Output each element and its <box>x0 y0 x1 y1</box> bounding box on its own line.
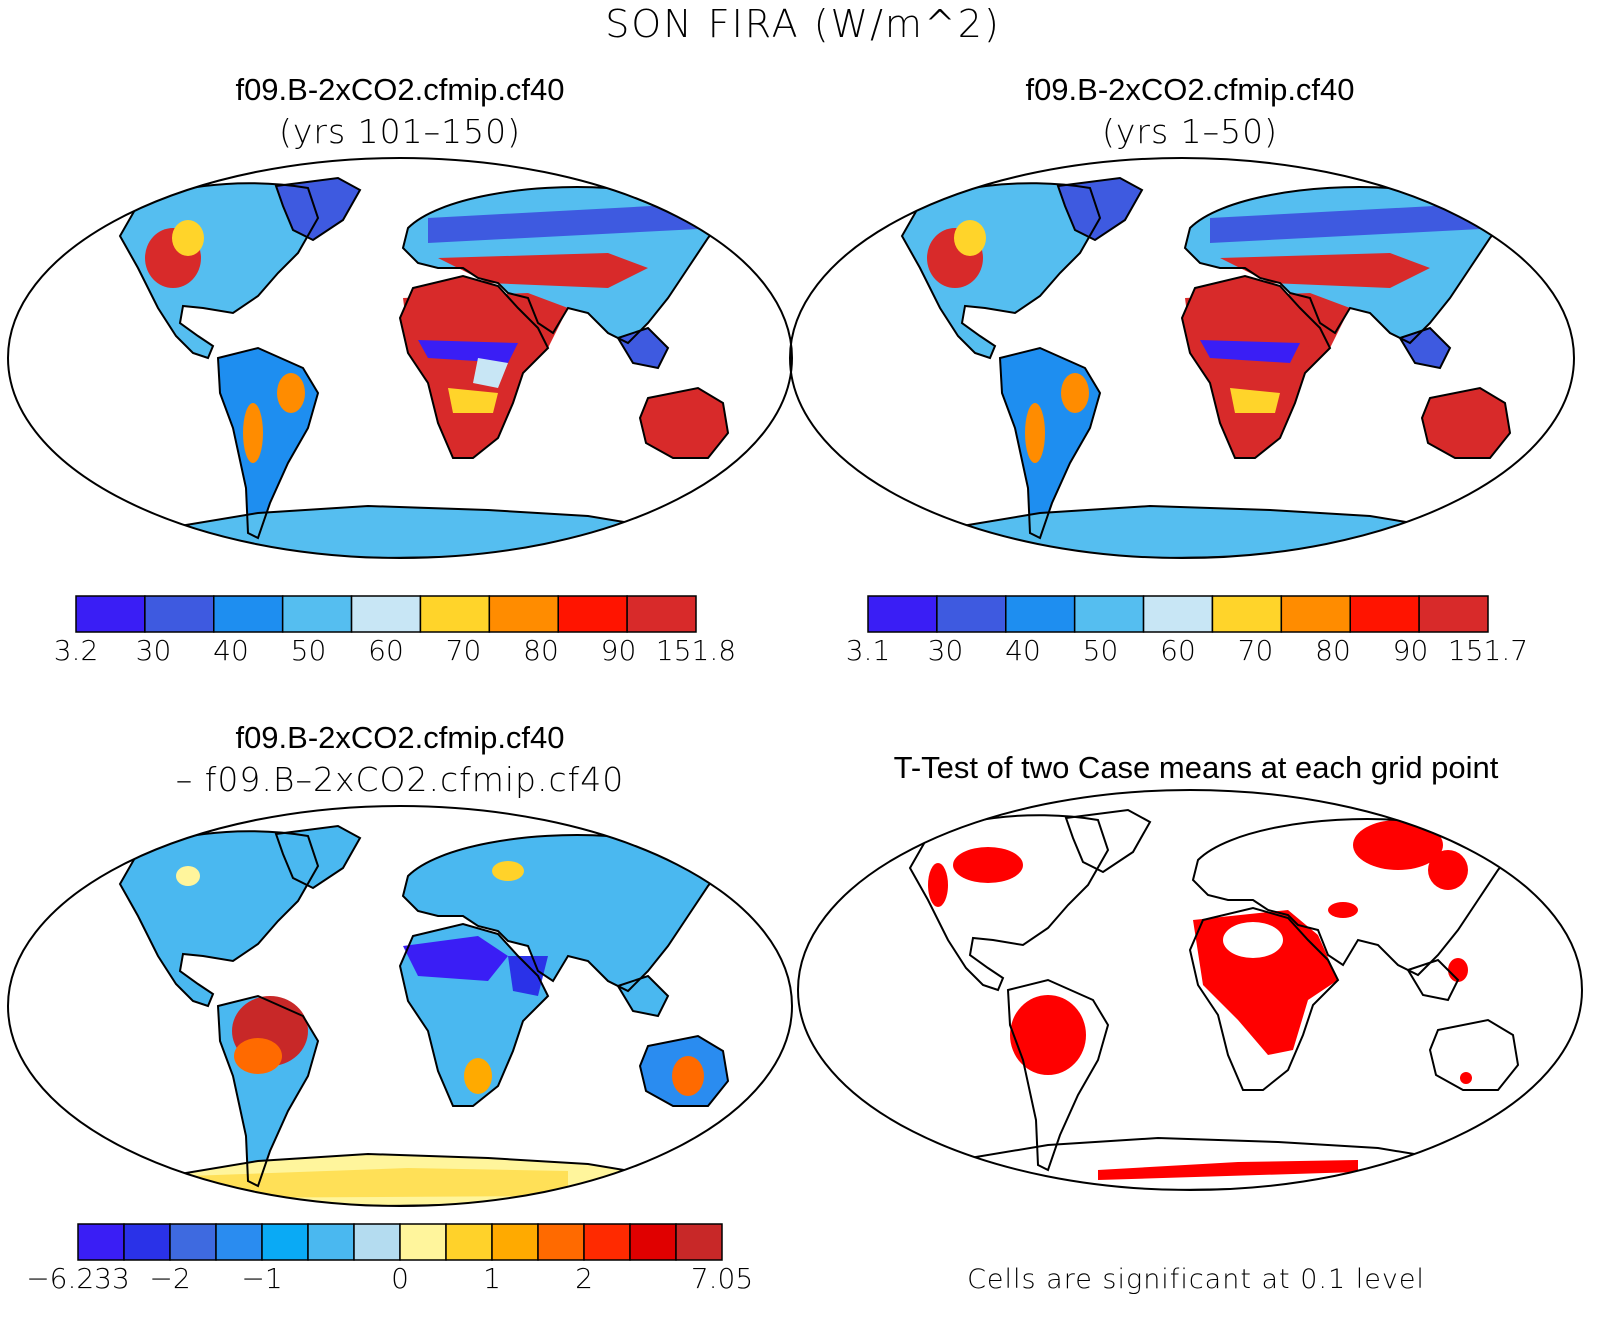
colorbar-tick-label: −1 <box>241 1262 283 1295</box>
colorbar-box <box>537 1223 585 1261</box>
colorbar-box <box>867 595 938 633</box>
colorbar-tick-label: 50 <box>1082 634 1119 667</box>
colorbar-tick-label: 90 <box>600 634 637 667</box>
colorbar-tick-label: 40 <box>1005 634 1041 667</box>
panel-1-field <box>120 178 728 558</box>
colorbar-tick-label: 30 <box>927 634 964 667</box>
colorbar-box <box>123 1223 171 1261</box>
colorbar-tick-label: 80 <box>523 634 559 667</box>
colorbar-box <box>675 1223 723 1261</box>
panel-2-map-border <box>789 157 1575 559</box>
panel-1-title: f09.B-2xCO2.cfmip.cf40 <box>235 72 565 107</box>
panel-3-map-border <box>7 805 793 1207</box>
panel-4-map <box>797 789 1583 1191</box>
panel-4-title: T-Test of two Case means at each grid po… <box>893 750 1499 785</box>
panel-2-colorbar <box>867 595 1489 633</box>
colorbar-box <box>488 595 559 633</box>
colorbar-tick-label: 0 <box>391 1262 409 1295</box>
colorbar-box <box>936 595 1007 633</box>
colorbar-box <box>1005 595 1076 633</box>
colorbar-box <box>629 1223 677 1261</box>
colorbar-box <box>169 1223 217 1261</box>
colorbar-tick-label: 30 <box>135 634 172 667</box>
colorbar-box <box>557 595 628 633</box>
colorbar-tick-label: 151.7 <box>1447 634 1529 667</box>
colorbar-tick-label: 70 <box>1237 634 1274 667</box>
colorbar-box <box>419 595 491 633</box>
colorbar-tick-label: 3.2 <box>53 634 99 667</box>
panel-1-subtitle: (yrs 101–150) <box>278 112 521 151</box>
colorbar-box <box>1349 595 1420 633</box>
colorbar-tick-label: 50 <box>290 634 327 667</box>
panel-3-field <box>120 826 728 1206</box>
colorbar-tick-label: 2 <box>575 1262 593 1295</box>
colorbar-box <box>75 595 146 633</box>
panel-3-colorbar <box>77 1223 723 1261</box>
panel-2-colorbar-labels: 3.1 30 40 50 60 70 80 90 151.7 <box>846 634 1528 670</box>
colorbar-tick-label: 7.05 <box>690 1262 754 1295</box>
panel-4-significance <box>928 820 1472 1180</box>
colorbar-box <box>281 595 353 633</box>
colorbar-box <box>213 595 284 633</box>
ttest-footnote: Cells are significant at 0.1 level <box>967 1264 1425 1295</box>
colorbar-box <box>445 1223 493 1261</box>
figure-title: SON FIRA (W/m^2) <box>605 2 1001 46</box>
panel-3-title: f09.B-2xCO2.cfmip.cf40 <box>235 720 565 755</box>
colorbar-box <box>1073 595 1145 633</box>
colorbar-box <box>353 1223 401 1261</box>
panel-3-subtitle: – f09.B–2xCO2.cfmip.cf40 <box>175 760 625 799</box>
colorbar-tick-label: 70 <box>445 634 482 667</box>
colorbar-box <box>626 595 697 633</box>
colorbar-tick-label: 90 <box>1392 634 1429 667</box>
colorbar-tick-label: 151.8 <box>655 634 737 667</box>
panel-1-colorbar-labels: 3.2 30 40 50 60 70 80 90 151.8 <box>54 634 736 670</box>
colorbar-box <box>583 1223 631 1261</box>
colorbar-box <box>1418 595 1489 633</box>
colorbar-box <box>1280 595 1351 633</box>
colorbar-box <box>1142 595 1214 633</box>
panel-1-colorbar <box>75 595 697 633</box>
panel-2-subtitle: (yrs 1–50) <box>1101 112 1278 151</box>
panel-2-map <box>789 157 1575 559</box>
panel-3-colorbar-labels: −6.233 −2 −1 0 1 2 7.05 <box>26 1262 753 1298</box>
colorbar-tick-label: −2 <box>149 1262 191 1295</box>
colorbar-box <box>350 595 422 633</box>
colorbar-box <box>399 1223 447 1261</box>
colorbar-tick-label: 60 <box>1160 634 1196 667</box>
colorbar-tick-label: 40 <box>213 634 249 667</box>
colorbar-box <box>77 1223 125 1261</box>
colorbar-box <box>215 1223 263 1261</box>
panel-3-map <box>7 805 793 1207</box>
panel-1-map-border <box>7 157 793 559</box>
colorbar-tick-label: 60 <box>368 634 404 667</box>
colorbar-tick-label: 80 <box>1315 634 1351 667</box>
colorbar-box <box>144 595 215 633</box>
panel-2-title: f09.B-2xCO2.cfmip.cf40 <box>1025 72 1355 107</box>
colorbar-box <box>1211 595 1283 633</box>
colorbar-box <box>491 1223 539 1261</box>
colorbar-tick-label: −6.233 <box>26 1262 130 1295</box>
panel-1-map <box>7 157 793 559</box>
panel-4-map-border <box>797 789 1583 1191</box>
colorbar-box <box>307 1223 355 1261</box>
colorbar-tick-label: 3.1 <box>845 634 891 667</box>
panel-2-field <box>902 178 1510 558</box>
colorbar-tick-label: 1 <box>483 1262 501 1295</box>
colorbar-box <box>261 1223 309 1261</box>
